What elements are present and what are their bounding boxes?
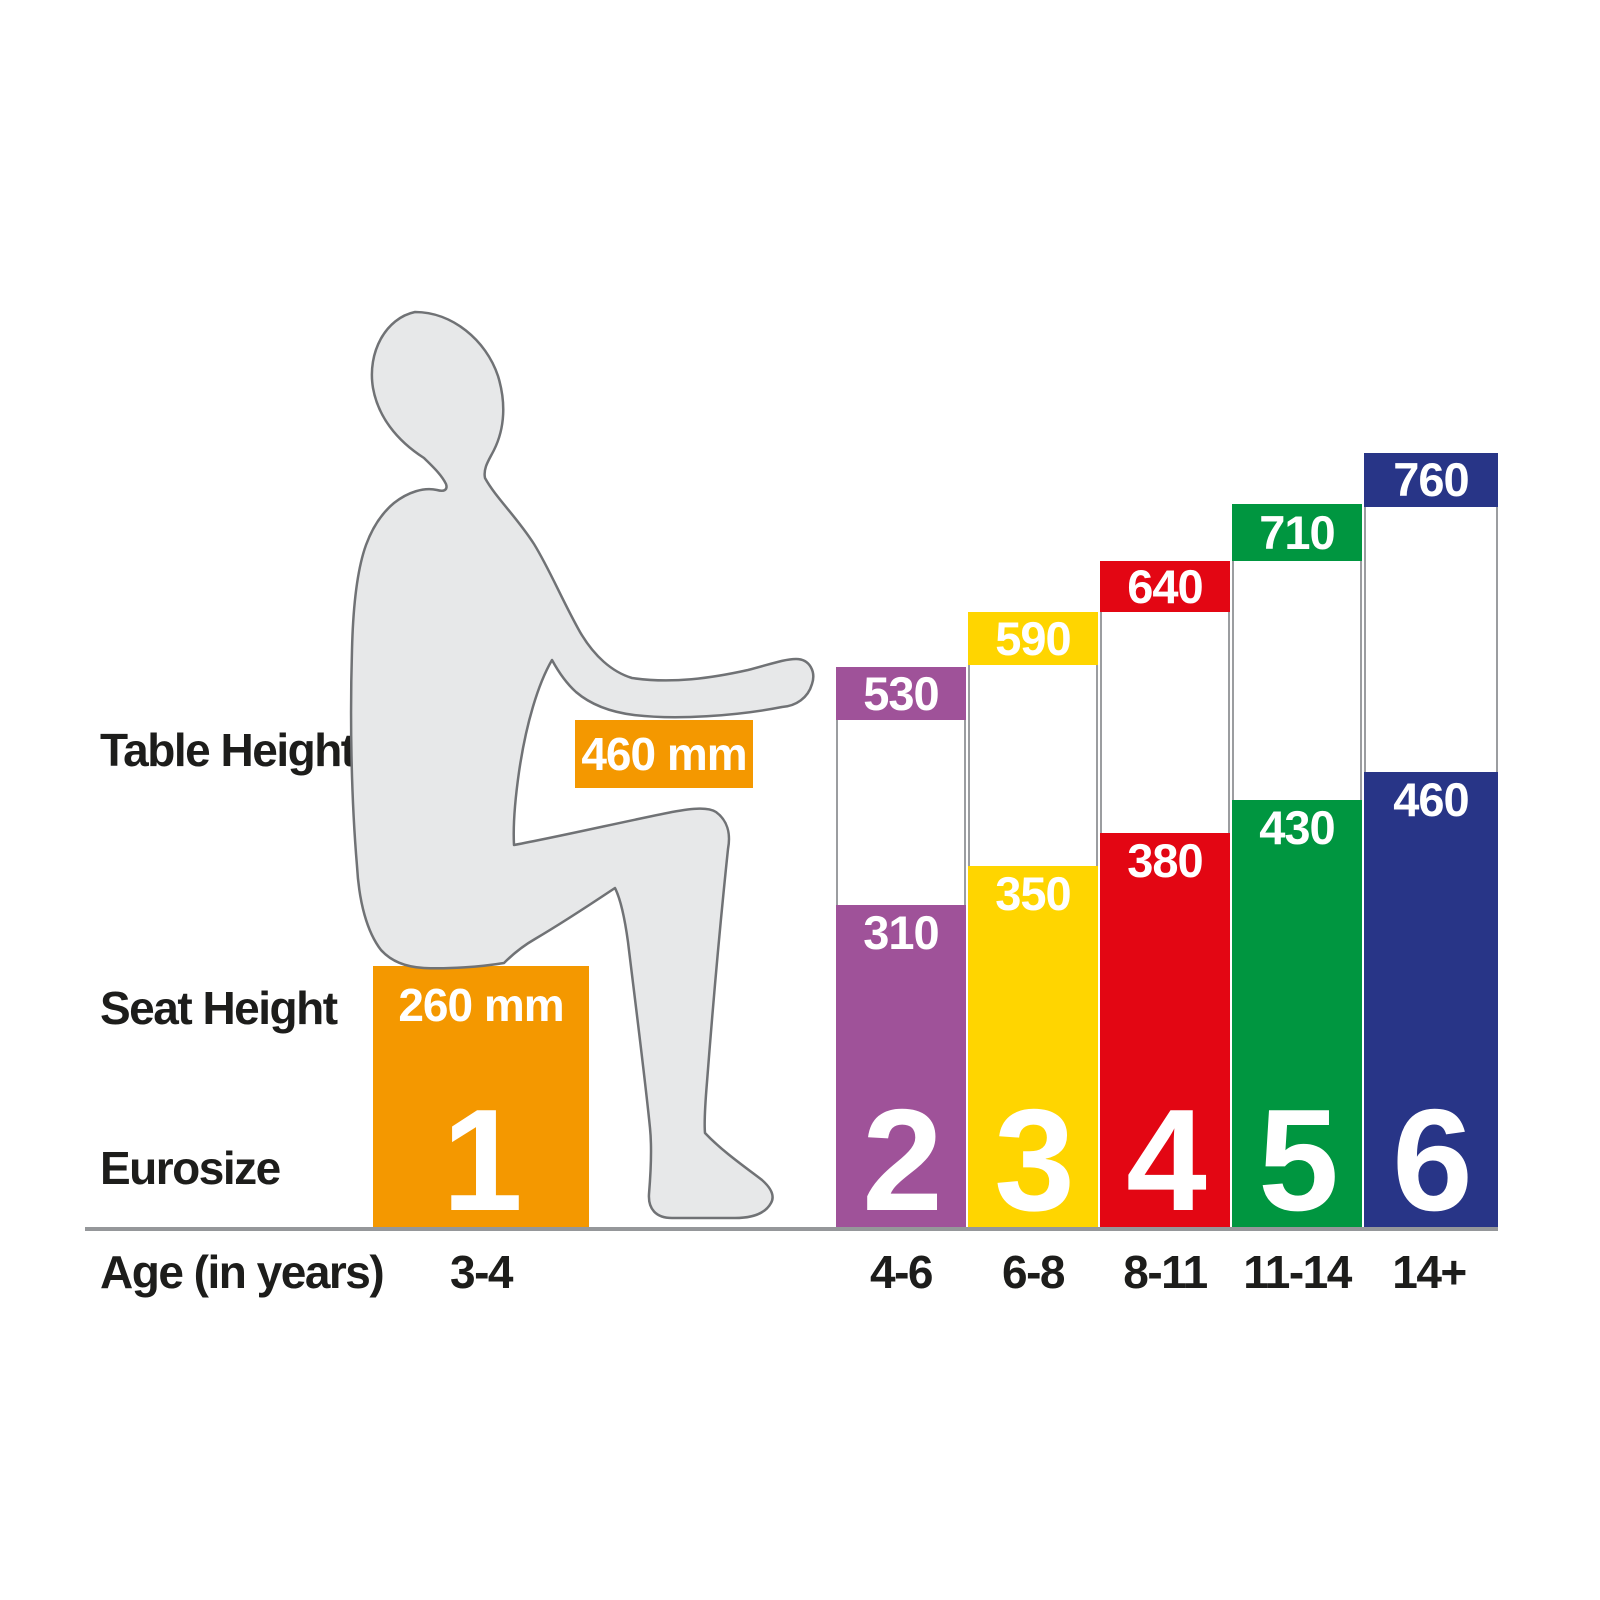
age-label: Age (in years) — [100, 1246, 385, 1298]
eurosize-number: 4 — [1126, 1079, 1207, 1241]
seat-height-value: 430 — [1259, 801, 1335, 854]
table-height-value: 710 — [1232, 504, 1362, 561]
column-white-gap — [836, 720, 966, 905]
column-eurosize-5: 710 430 5 — [1232, 504, 1362, 1233]
seat-height-block: 350 3 — [968, 866, 1098, 1233]
table-height-value: 530 — [836, 667, 966, 720]
age-value-size4: 8-11 — [1123, 1246, 1208, 1298]
column-eurosize-3: 590 350 3 — [968, 612, 1098, 1233]
column-eurosize-2: 530 310 2 — [836, 667, 966, 1233]
baseline — [85, 1227, 1498, 1231]
seat-height-block: 460 6 — [1364, 772, 1498, 1233]
size1-seat-height-value: 260 mm — [398, 979, 564, 1031]
size1-table-height-box: 460 mm — [575, 720, 753, 788]
eurosize-number: 6 — [1392, 1079, 1473, 1241]
seat-height-block: 380 4 — [1100, 833, 1230, 1233]
table-height-value: 760 — [1364, 453, 1498, 507]
seat-height-block: 310 2 — [836, 905, 966, 1233]
seat-height-label: Seat Height — [100, 982, 338, 1034]
size1-eurosize-number: 1 — [442, 1079, 523, 1241]
column-white-gap — [1364, 507, 1498, 772]
column-white-gap — [1232, 561, 1362, 800]
table-height-value: 590 — [968, 612, 1098, 665]
table-height-label: Table Height — [100, 724, 356, 776]
seat-height-block: 430 5 — [1232, 800, 1362, 1233]
column-white-gap — [1100, 612, 1230, 833]
eurosize-number: 5 — [1258, 1079, 1339, 1241]
column-white-gap — [968, 665, 1098, 866]
seat-height-value: 380 — [1127, 834, 1203, 887]
size1-seat-block: 260 mm 1 — [373, 966, 589, 1233]
age-value-size3: 6-8 — [1002, 1246, 1065, 1298]
eurosize-label: Eurosize — [100, 1142, 281, 1194]
column-eurosize-6: 760 460 6 — [1364, 453, 1498, 1233]
column-eurosize-4: 640 380 4 — [1100, 561, 1230, 1233]
table-height-value: 640 — [1100, 561, 1230, 612]
seat-height-value: 460 — [1393, 773, 1469, 826]
age-value-size2: 4-6 — [870, 1246, 933, 1298]
age-value-size1: 3-4 — [450, 1246, 513, 1298]
seat-height-value: 350 — [995, 867, 1071, 920]
seat-height-value: 310 — [863, 906, 939, 959]
age-value-size5: 11-14 — [1243, 1246, 1352, 1298]
eurosize-number: 2 — [862, 1079, 943, 1241]
age-value-size6: 14+ — [1392, 1246, 1467, 1298]
eurosize-number: 3 — [994, 1079, 1075, 1241]
